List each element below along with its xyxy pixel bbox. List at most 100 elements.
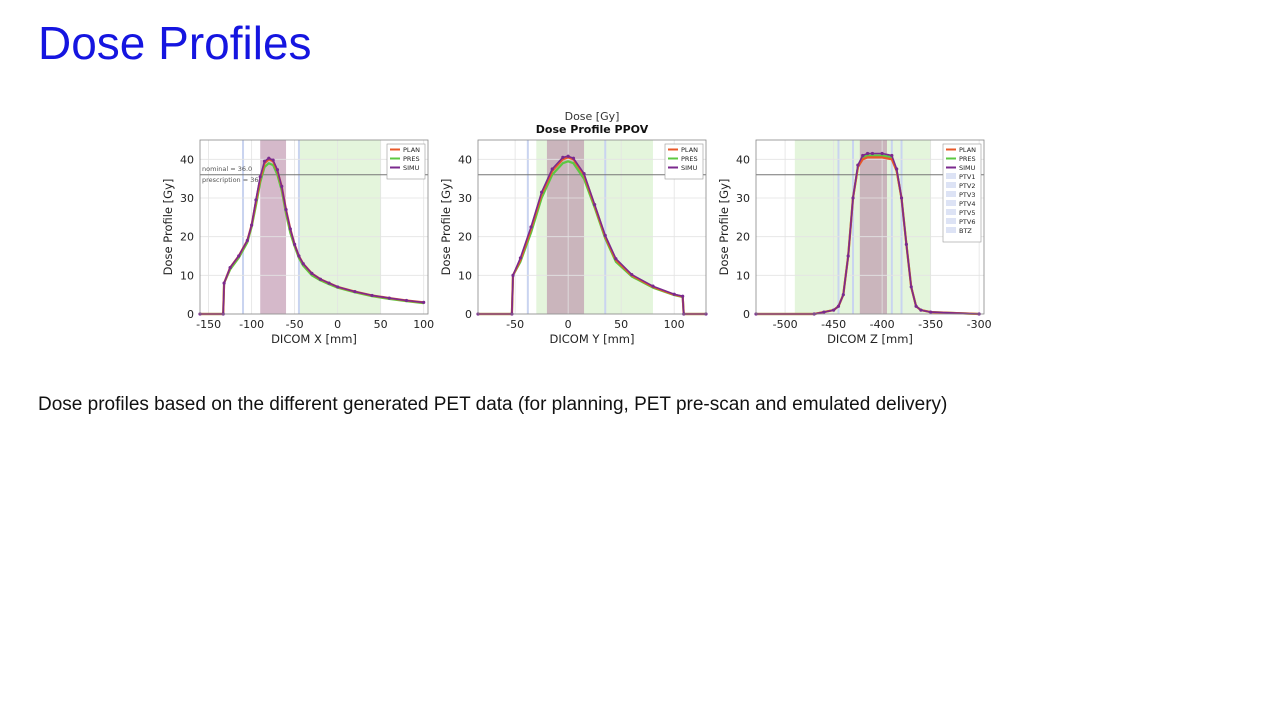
series-line-simu	[756, 152, 980, 315]
x-tick-label: -50	[506, 318, 524, 331]
legend-label: PTV3	[959, 191, 975, 199]
plot-frame	[477, 139, 707, 315]
y-tick-label: 20	[458, 231, 472, 244]
y-tick-label: 10	[180, 269, 194, 282]
data-point-simu	[836, 304, 841, 308]
data-point-simu	[890, 153, 894, 158]
data-point-simu	[571, 156, 576, 160]
data-point-simu	[511, 273, 515, 277]
x-axis-label: DICOM Y [mm]	[550, 332, 635, 346]
legend-label: PTV2	[959, 182, 975, 190]
legend-label: SIMU	[959, 164, 976, 172]
legend-swatch-structure	[946, 182, 956, 188]
slide-caption: Dose profiles based on the different gen…	[38, 394, 948, 415]
plot-panel-2: 0 10 20 30 40 -50 0 50 100 DICOM Y [mm] Dose Profi…	[439, 139, 708, 346]
y-tick-label: 20	[180, 231, 194, 244]
y-tick-label: 30	[458, 192, 472, 205]
legend-label: PTV1	[959, 173, 975, 181]
x-tick-label: -50	[286, 318, 304, 331]
data-point-simu	[861, 153, 865, 158]
dose-profile-figure: Dose [Gy] Dose Profile PPOV 0 10 20 30 40 -15…	[160, 100, 1010, 350]
data-point-simu	[222, 281, 226, 285]
data-point-simu	[370, 293, 374, 298]
data-point-simu	[841, 293, 845, 297]
data-point-simu	[672, 292, 676, 296]
legend-label: PLAN	[403, 146, 420, 154]
legend-swatch-structure	[946, 209, 956, 215]
y-tick-label: 0	[743, 308, 750, 321]
data-point-simu	[422, 300, 426, 304]
dose-profile-svg: Dose [Gy] Dose Profile PPOV 0 10 20 30 40 -15…	[161, 110, 992, 346]
data-point-simu	[846, 254, 850, 258]
x-tick-label: -100	[239, 318, 264, 331]
data-point-simu	[566, 154, 570, 158]
data-point-simu	[271, 158, 275, 162]
legend-label: SIMU	[403, 164, 420, 172]
x-axis-label: DICOM X [mm]	[271, 332, 357, 346]
data-point-simu	[651, 284, 655, 288]
y-tick-label: 20	[736, 231, 750, 244]
x-tick-label: -500	[773, 318, 798, 331]
legend-label: PTV6	[959, 218, 975, 226]
legend-label: SIMU	[681, 164, 698, 172]
data-point-simu	[582, 172, 586, 176]
x-tick-label: -400	[870, 318, 895, 331]
y-tick-label: 40	[736, 153, 750, 166]
data-point-simu	[518, 256, 523, 260]
legend-label: BTZ	[959, 227, 972, 235]
x-tick-label: 0	[334, 318, 341, 331]
reference-annotation: nominal = 36.0	[202, 165, 252, 173]
x-axis-label: DICOM Z [mm]	[827, 332, 913, 346]
legend-label: PLAN	[681, 146, 698, 154]
x-tick-label: 0	[565, 318, 572, 331]
legend-swatch-structure	[946, 191, 956, 197]
plot-frame	[755, 139, 985, 315]
legend-label: PLAN	[959, 146, 976, 154]
data-point-simu	[228, 266, 232, 270]
data-point-simu	[318, 277, 323, 281]
y-tick-label: 0	[187, 308, 194, 321]
legend-label: PTV4	[959, 200, 975, 208]
legend-label: PRES	[681, 155, 698, 163]
data-point-simu	[919, 308, 923, 312]
y-tick-label: 30	[180, 192, 194, 205]
data-point-simu	[336, 285, 340, 289]
data-point-simu	[353, 289, 357, 294]
slide-title: Dose Profiles	[38, 17, 312, 69]
data-point-simu	[899, 196, 904, 200]
figure-title: Dose Profile PPOV	[536, 123, 649, 136]
data-point-simu	[865, 151, 870, 156]
data-point-simu	[895, 167, 899, 171]
roi-band	[859, 140, 887, 314]
y-axis-label: Dose Profile [Gy]	[161, 179, 175, 276]
legend-label: PRES	[403, 155, 420, 163]
data-point-simu	[529, 225, 533, 229]
data-point-simu	[275, 168, 280, 172]
y-tick-label: 10	[458, 269, 472, 282]
legend-label: PRES	[959, 155, 976, 163]
data-point-simu	[550, 167, 554, 171]
target-band-green	[298, 140, 381, 314]
x-tick-label: -350	[918, 318, 943, 331]
data-point-simu	[301, 262, 305, 266]
legend-swatch-structure	[946, 200, 956, 206]
legend-swatch-structure	[946, 173, 956, 179]
y-tick-label: 30	[736, 192, 750, 205]
data-point-simu	[310, 271, 314, 275]
data-point-simu	[904, 242, 908, 246]
x-tick-label: 100	[664, 318, 685, 331]
x-tick-label: -450	[821, 318, 846, 331]
data-point-simu	[387, 296, 391, 300]
data-point-simu	[258, 175, 262, 179]
data-point-simu	[822, 310, 826, 314]
x-tick-label: -300	[967, 318, 992, 331]
data-point-simu	[288, 227, 292, 231]
data-point-simu	[856, 163, 860, 167]
data-point-simu	[929, 310, 933, 314]
figure-top-label: Dose [Gy]	[565, 110, 620, 123]
plot-panel-1: 0 10 20 30 40 -150 -100 -50 0 50 100 DICOM X [mm] Do…	[161, 139, 434, 346]
data-point-simu	[293, 242, 297, 246]
data-point-simu	[880, 151, 884, 156]
data-point-simu	[851, 196, 855, 200]
data-point-simu	[280, 184, 284, 188]
